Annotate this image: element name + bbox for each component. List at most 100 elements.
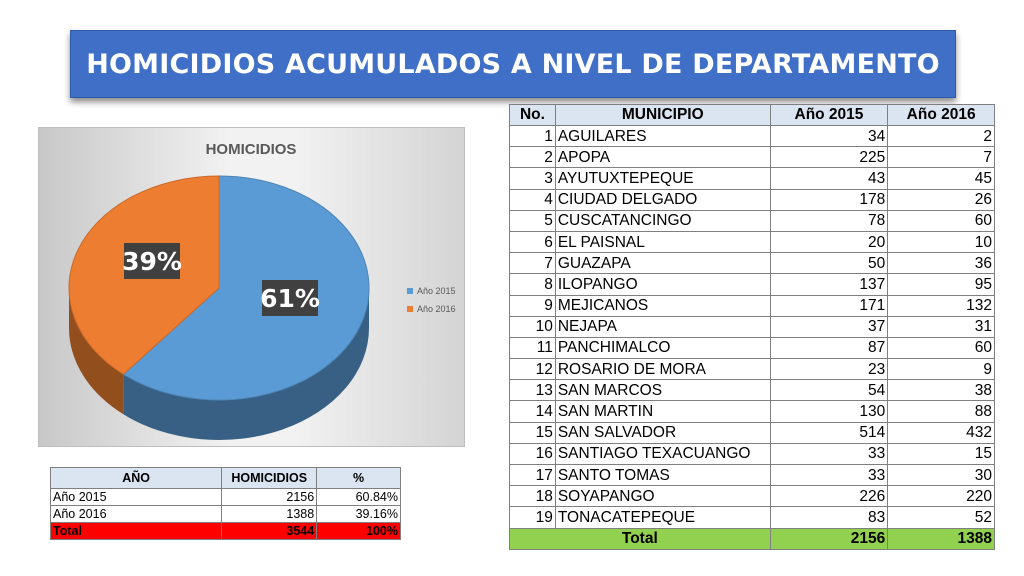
row-number: 1 <box>509 124 556 148</box>
municipio-name: ILOPANGO <box>554 273 771 296</box>
legend-swatch-1 <box>407 306 413 312</box>
row-number: 2 <box>509 146 556 169</box>
municipio-name: SAN MARTIN <box>554 400 771 423</box>
row-number: 10 <box>509 315 556 338</box>
value-2015: 130 <box>769 400 889 423</box>
table-row: 19 TONACATEPEQUE 83 52 <box>509 506 995 529</box>
value-2016: 95 <box>887 273 995 296</box>
value-2015: 33 <box>769 442 889 466</box>
summary-total-year-label: Total <box>49 522 223 540</box>
table-row: 7 GUAZAPA 50 36 <box>509 252 995 275</box>
value-2016: 9 <box>887 358 995 381</box>
value-2015: 225 <box>769 146 889 169</box>
homicides-count: 1388 <box>221 505 318 523</box>
municipio-name: NEJAPA <box>554 315 771 338</box>
row-number: 12 <box>509 358 556 381</box>
value-2016: 88 <box>887 400 995 423</box>
value-2016: 10 <box>887 230 995 254</box>
pie-side-0 <box>123 288 369 440</box>
table-row: 15 SAN SALVADOR 514 432 <box>509 421 995 444</box>
value-2016: 220 <box>887 485 995 508</box>
value-2015: 171 <box>769 294 889 317</box>
row-number: 4 <box>509 188 556 211</box>
value-2016: 45 <box>887 167 995 190</box>
value-2016: 15 <box>887 442 995 466</box>
summary-column-header: AÑO <box>49 467 223 489</box>
year-label: Año 2016 <box>49 505 223 523</box>
year-label: Año 2015 <box>49 488 223 506</box>
value-2015: 178 <box>769 188 889 211</box>
value-2015: 34 <box>769 124 889 148</box>
data-label-1: 39% <box>122 247 182 276</box>
value-2015: 43 <box>769 167 889 190</box>
value-2016: 132 <box>887 294 995 317</box>
row-number: 7 <box>509 252 556 275</box>
table-row: 4 CIUDAD DELGADO 178 26 <box>509 188 995 211</box>
value-2015: 33 <box>769 463 889 487</box>
value-2016: 432 <box>887 421 995 444</box>
table-row: 5 CUSCATANCINGO 78 60 <box>509 209 995 232</box>
value-2015: 83 <box>769 506 889 529</box>
table-row: 3 AYUTUXTEPEQUE 43 45 <box>509 167 995 190</box>
table-row: 2 APOPA 225 7 <box>509 146 995 169</box>
table-row: 16 SANTIAGO TEXACUANGO 33 15 <box>509 442 995 466</box>
row-number: 17 <box>509 463 556 487</box>
row-number: 14 <box>509 400 556 423</box>
table-row: 11 PANCHIMALCO 87 60 <box>509 336 995 360</box>
value-2016: 7 <box>887 146 995 169</box>
table-row: 14 SAN MARTIN 130 88 <box>509 400 995 423</box>
table-row: 17 SANTO TOMAS 33 30 <box>509 463 995 487</box>
table-row: 18 SOYAPANGO 226 220 <box>509 485 995 508</box>
summary-table: AÑO HOMICIDIOS% Año 2015 2156 60.84% Año 201… <box>49 467 401 540</box>
summary-row: Año 2016 1388 39.16% <box>49 505 401 523</box>
value-2015: 50 <box>769 252 889 275</box>
municipio-name: CIUDAD DELGADO <box>554 188 771 211</box>
table-header-row: No. MUNICIPIO Año 2015 Año 2016 <box>509 104 995 126</box>
municipio-name: TONACATEPEQUE <box>554 506 771 529</box>
municipios-table: No. MUNICIPIO Año 2015 Año 2016 1 AGUILARES 3… <box>509 104 995 550</box>
title-banner: HOMICIDIOS ACUMULADOS A NIVEL DE DEPARTA… <box>70 30 956 98</box>
row-number: 13 <box>509 379 556 402</box>
data-label-box-0 <box>262 280 318 316</box>
percentage: 60.84% <box>316 488 401 506</box>
value-2016: 38 <box>887 379 995 402</box>
summary-header-row: AÑO HOMICIDIOS% <box>49 467 401 489</box>
total-2016: 1388 <box>887 527 995 550</box>
table-row: 12 ROSARIO DE MORA 23 9 <box>509 358 995 381</box>
value-2015: 54 <box>769 379 889 402</box>
page-title: HOMICIDIOS ACUMULADOS A NIVEL DE DEPARTA… <box>86 48 940 80</box>
value-2015: 20 <box>769 230 889 254</box>
total-2015: 2156 <box>769 527 889 550</box>
summary-total-homicides-count: 3544 <box>221 522 318 540</box>
value-2015: 23 <box>769 358 889 381</box>
row-number: 6 <box>509 230 556 254</box>
value-2016: 31 <box>887 315 995 338</box>
value-2016: 26 <box>887 188 995 211</box>
summary-total-row: Total 3544 100% <box>49 522 401 540</box>
row-number: 8 <box>509 273 556 296</box>
value-2015: 87 <box>769 336 889 360</box>
total-row: Total 2156 1388 <box>509 527 995 550</box>
row-number: 11 <box>509 336 556 360</box>
value-2015: 514 <box>769 421 889 444</box>
value-2016: 36 <box>887 252 995 275</box>
table-row: 1 AGUILARES 34 2 <box>509 124 995 148</box>
table-row: 10 NEJAPA 37 31 <box>509 315 995 338</box>
column-header: Año 2015 <box>769 104 889 126</box>
summary-column-header: % <box>316 467 401 489</box>
municipio-name: PANCHIMALCO <box>554 336 771 360</box>
table-row: 9 MEJICANOS 171 132 <box>509 294 995 317</box>
value-2016: 30 <box>887 463 995 487</box>
municipio-name: SANTO TOMAS <box>554 463 771 487</box>
value-2015: 37 <box>769 315 889 338</box>
value-2015: 226 <box>769 485 889 508</box>
table-row: 13 SAN MARCOS 54 38 <box>509 379 995 402</box>
value-2015: 137 <box>769 273 889 296</box>
row-number: 18 <box>509 485 556 508</box>
legend-label-0: Año 2015 <box>417 286 456 296</box>
row-number: 15 <box>509 421 556 444</box>
row-number: 19 <box>509 506 556 529</box>
row-number: 3 <box>509 167 556 190</box>
value-2016: 60 <box>887 209 995 232</box>
municipio-name: EL PAISNAL <box>554 230 771 254</box>
